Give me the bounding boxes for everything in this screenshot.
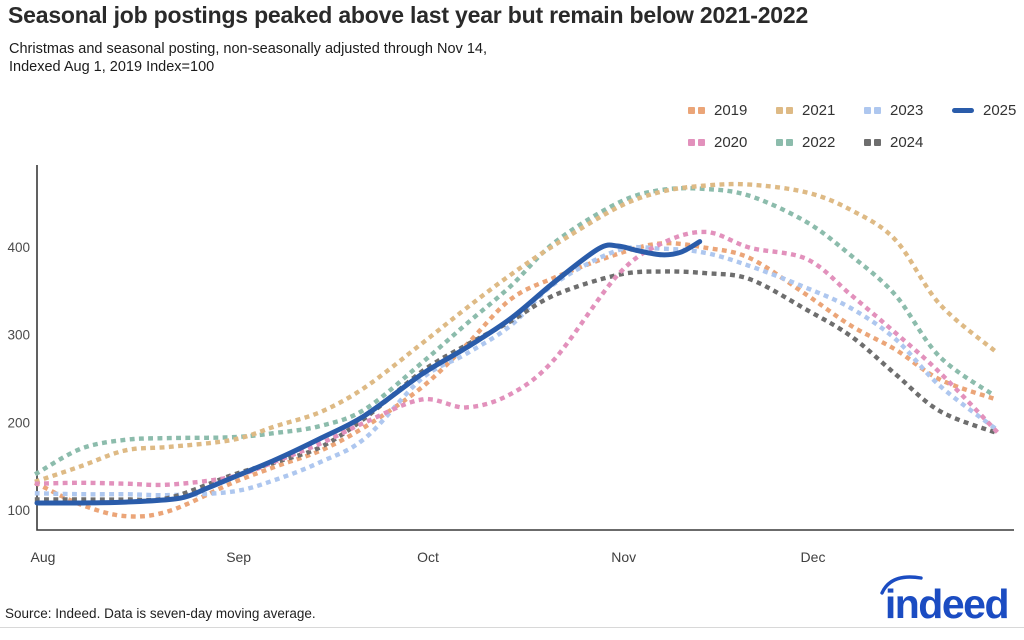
x-tick-label-Sep: Sep <box>226 549 251 565</box>
legend-item-2022: 2022 <box>776 134 864 151</box>
x-tick-label-Oct: Oct <box>417 549 439 565</box>
legend-swatch-2025-icon <box>952 107 974 113</box>
chart-subtitle-line2: Indexed Aug 1, 2019 Index=100 <box>9 59 215 75</box>
footer-divider <box>0 627 1024 628</box>
legend-swatch-2022-icon <box>776 138 793 146</box>
legend-item-2023: 2023 <box>864 102 952 119</box>
y-tick-label-400: 400 <box>7 240 30 255</box>
series-line-2021 <box>34 181 1000 484</box>
legend-item-2021: 2021 <box>776 102 864 119</box>
legend-label-2025: 2025 <box>983 101 1017 119</box>
legend-swatch-2024-icon <box>864 138 881 146</box>
legend-item-2024: 2024 <box>864 134 952 151</box>
indeed-logo-text: indeed <box>880 575 1010 625</box>
series-line-2024 <box>34 269 1000 503</box>
y-tick-label-300: 300 <box>7 328 30 343</box>
legend-swatch-2020-icon <box>688 138 705 146</box>
series-line-2022 <box>34 186 1000 477</box>
page-title: Seasonal job postings peaked above last … <box>8 2 809 28</box>
series-line-2019 <box>34 240 1000 519</box>
legend-label-2020: 2020 <box>714 133 748 151</box>
y-tick-label-100: 100 <box>7 503 30 518</box>
series-line-2020 <box>34 229 1000 488</box>
series-line-2023 <box>34 244 1000 498</box>
indeed-logo-arc-icon <box>880 575 923 595</box>
indeed-logo: indeed <box>880 575 1010 625</box>
x-tick-label-Aug: Aug <box>31 549 56 565</box>
legend-label-2022: 2022 <box>802 133 836 151</box>
chart-subtitle-line1: Christmas and seasonal posting, non-seas… <box>9 41 487 57</box>
source-note: Source: Indeed. Data is seven-day moving… <box>5 606 316 621</box>
chart-legend: 2019 2021 2023 2025 2020 2022 2024 <box>688 94 1016 158</box>
legend-label-2024: 2024 <box>890 133 924 151</box>
legend-item-2020: 2020 <box>688 134 776 151</box>
series-line-2025 <box>34 239 703 506</box>
x-tick-label-Dec: Dec <box>801 549 826 565</box>
axes <box>36 165 1014 531</box>
legend-label-2021: 2021 <box>802 101 836 119</box>
legend-swatch-2021-icon <box>776 106 793 114</box>
legend-label-2023: 2023 <box>890 101 924 119</box>
legend-item-2019: 2019 <box>688 102 776 119</box>
legend-label-2019: 2019 <box>714 101 748 119</box>
legend-item-2025: 2025 <box>952 102 1016 119</box>
y-tick-label-200: 200 <box>7 415 30 430</box>
legend-swatch-2019-icon <box>688 106 705 114</box>
legend-swatch-2023-icon <box>864 106 881 114</box>
x-tick-label-Nov: Nov <box>611 549 636 565</box>
